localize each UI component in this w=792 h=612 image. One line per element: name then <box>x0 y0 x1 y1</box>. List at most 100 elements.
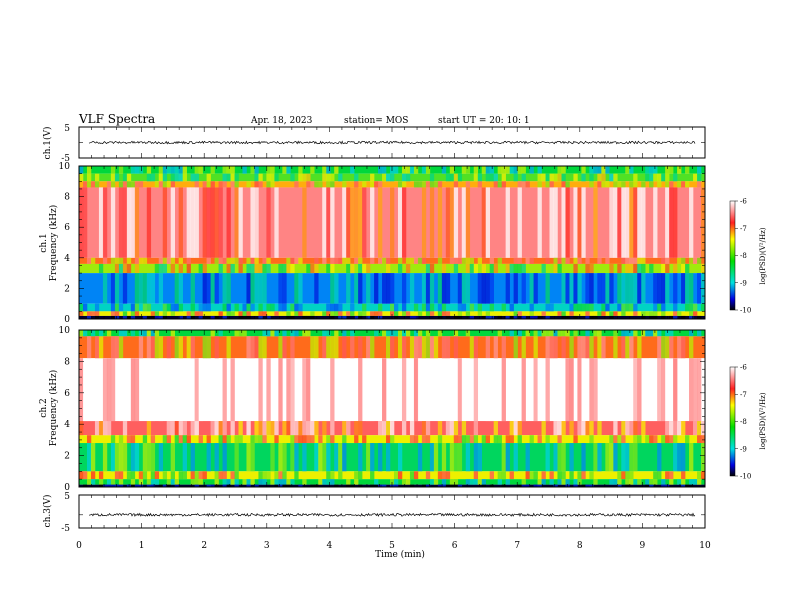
spectrum-cell <box>170 187 175 258</box>
spectrum-cell <box>186 315 191 319</box>
spectrum-cell <box>473 336 479 359</box>
ch1-waveform-panel: 5 -5 ch.1(V) <box>42 124 706 164</box>
spectrum-cell <box>386 173 391 182</box>
ch2-spectrogram-image <box>79 330 706 487</box>
spectrum-cell <box>617 484 622 487</box>
spectrum-cell <box>218 471 223 480</box>
spectrum-cell <box>529 315 534 319</box>
spectrum-cell <box>334 273 339 304</box>
spectrum-cell <box>585 421 590 436</box>
spectrum-cell <box>234 257 239 264</box>
spectrum-cell <box>465 273 471 304</box>
spectrum-cell <box>557 166 562 174</box>
spectrum-cell <box>689 311 694 316</box>
spectrum-cell <box>346 257 351 264</box>
spectrum-cell <box>697 471 702 480</box>
spectrum-cell <box>497 435 502 444</box>
spectrum-cell <box>254 173 259 182</box>
spectrum-cell <box>322 479 327 485</box>
spectrum-cell <box>601 311 606 316</box>
spectrum-cell <box>342 181 347 188</box>
spectrum-cell <box>565 315 570 319</box>
spectrum-cell <box>370 257 375 264</box>
spectrum-cell <box>617 187 622 258</box>
spectrum-cell <box>401 336 407 359</box>
spectrum-cell <box>513 421 518 436</box>
spectrum-cell <box>693 311 698 316</box>
spectrum-cell <box>354 187 359 258</box>
x-tick-label: 9 <box>640 541 646 551</box>
spectrum-cell <box>94 336 100 359</box>
spectrum-cell <box>509 166 514 174</box>
spectrum-cell <box>258 311 263 316</box>
spectrum-cell <box>142 330 148 337</box>
spectrum-cell <box>110 315 116 319</box>
spectrum-cell <box>366 273 371 304</box>
spectrum-cell <box>513 166 518 174</box>
spectrum-cell <box>178 471 183 480</box>
spectrum-cell <box>218 187 223 258</box>
spectrum-cell <box>561 336 566 359</box>
spectrum-cell <box>102 484 108 487</box>
spectrum-cell <box>669 479 674 485</box>
spectrum-cell <box>226 479 231 485</box>
spectrum-cell <box>537 484 542 487</box>
spectrum-cell <box>150 273 156 304</box>
spectrum-cell <box>429 263 435 274</box>
spectrum-cell <box>134 303 140 312</box>
spectrum-cell <box>242 315 247 319</box>
spectrum-cell <box>386 443 391 472</box>
spectrum-cell <box>517 484 522 487</box>
spectrum-cell <box>421 421 427 436</box>
spectrum-cell <box>609 187 614 258</box>
spectrum-cell <box>433 443 439 472</box>
spectrum-cell <box>669 187 674 258</box>
spectrum-cell <box>178 263 183 274</box>
spectrum-cell <box>449 187 455 258</box>
spectrum-cell <box>134 311 140 316</box>
spectrum-cell <box>86 173 92 182</box>
spectrum-cell <box>573 187 578 258</box>
spectrum-cell <box>346 421 351 436</box>
spectrum-cell <box>413 336 419 359</box>
spectrum-cell <box>350 187 355 258</box>
spectrum-cell <box>449 173 455 182</box>
spectrum-cell <box>653 166 658 174</box>
spectrum-cell <box>258 273 263 304</box>
spectrum-cell <box>82 484 88 487</box>
spectrum-cell <box>390 479 395 485</box>
spectrum-cell <box>633 330 638 337</box>
spectrum-cell <box>665 173 670 182</box>
spectrum-cell <box>194 311 199 316</box>
spectrum-cell <box>453 330 459 337</box>
spectrum-cell <box>230 311 235 316</box>
spectrum-cell <box>641 181 646 188</box>
frequency-tick-label: 4 <box>64 420 70 430</box>
spectrum-cell <box>326 435 331 444</box>
spectrum-cell <box>605 303 610 312</box>
spectrum-cell <box>589 166 594 174</box>
spectrum-cell <box>629 336 634 359</box>
spectrum-cell <box>673 263 678 274</box>
spectrum-cell <box>593 443 598 472</box>
frequency-tick-label: 0 <box>64 483 70 493</box>
spectrum-cell <box>382 421 387 436</box>
spectrum-cell <box>673 187 678 258</box>
spectrum-cell <box>370 187 375 258</box>
spectrum-cell <box>645 330 650 337</box>
spectrum-cell <box>485 435 490 444</box>
spectrum-cell <box>122 173 128 182</box>
spectrum-cell <box>286 484 291 487</box>
spectrum-cell <box>641 315 646 319</box>
spectrum-cell <box>322 257 327 264</box>
spectrum-cell <box>222 181 227 188</box>
spectrum-cell <box>266 421 271 436</box>
spectrum-cell <box>513 273 518 304</box>
spectrum-cell <box>589 315 594 319</box>
spectrum-cell <box>130 330 136 337</box>
spectrum-cell <box>457 484 463 487</box>
spectrum-cell <box>681 336 686 359</box>
spectrum-cell <box>465 435 471 444</box>
